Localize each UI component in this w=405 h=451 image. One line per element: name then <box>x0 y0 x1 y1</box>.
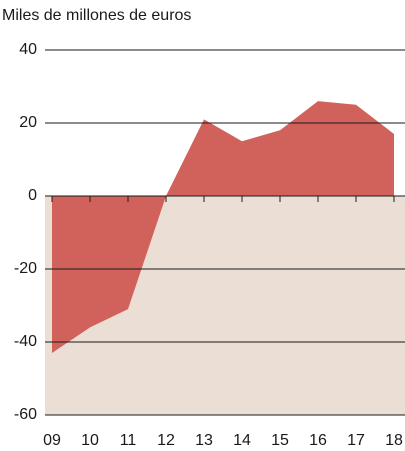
y-tick-label: -20 <box>14 260 37 277</box>
y-tick-label: -60 <box>14 406 37 423</box>
x-tick-label: 10 <box>81 432 99 449</box>
x-tick-label: 13 <box>195 432 213 449</box>
y-tick-label: 40 <box>19 41 37 58</box>
x-tick-label: 15 <box>271 432 289 449</box>
x-tick-label: 09 <box>43 432 61 449</box>
y-tick-label: 0 <box>28 187 37 204</box>
y-tick-label: 20 <box>19 114 37 131</box>
y-tick-label: -40 <box>14 333 37 350</box>
x-tick-label: 16 <box>309 432 327 449</box>
x-tick-label: 12 <box>157 432 175 449</box>
x-tick-label: 17 <box>347 432 365 449</box>
x-tick-label: 18 <box>385 432 403 449</box>
chart-title: Miles de millones de euros <box>2 7 191 24</box>
x-tick-label: 11 <box>120 432 137 449</box>
x-tick-label: 14 <box>233 432 251 449</box>
area <box>52 101 394 353</box>
